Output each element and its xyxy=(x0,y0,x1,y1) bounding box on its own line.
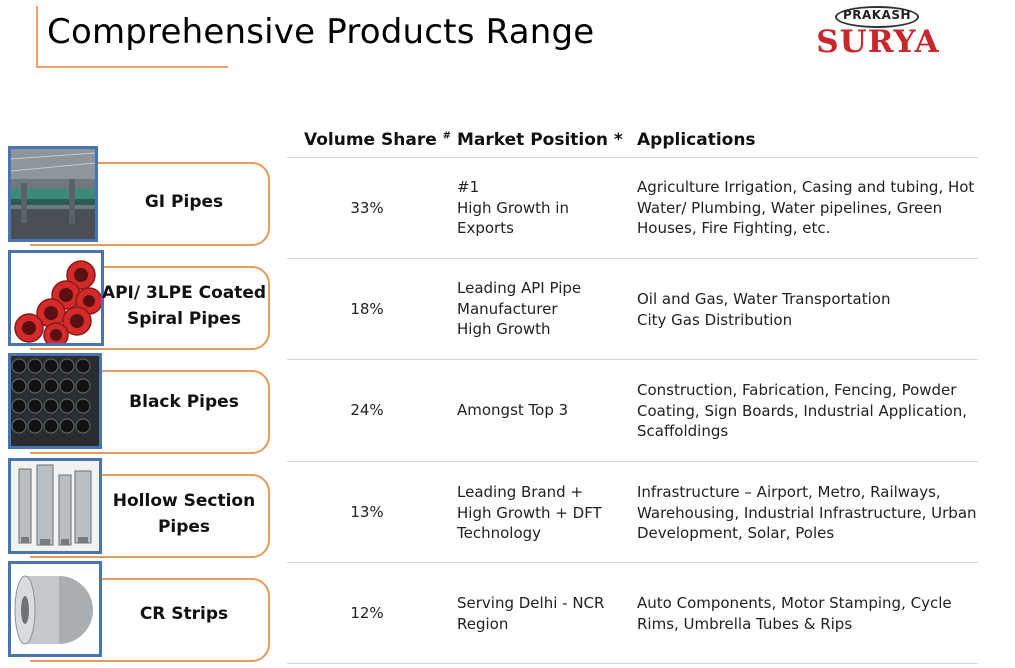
divider xyxy=(287,258,978,259)
cr-strips-image xyxy=(8,561,102,657)
hollow-pipes-image xyxy=(8,458,102,554)
volume-share: 18% xyxy=(350,300,384,318)
volume-share: 24% xyxy=(350,401,384,419)
market-position: Amongst Top 3 xyxy=(457,401,569,419)
market-position: Serving Delhi - NCR Region xyxy=(457,594,605,633)
product-label: CR Strips xyxy=(139,604,229,624)
black-pipes-image xyxy=(8,353,102,449)
applications: Construction, Fabrication, Fencing, Powd… xyxy=(637,381,968,440)
api-pipes-image xyxy=(8,250,104,346)
divider xyxy=(287,157,978,158)
market-position: #1 High Growth in Exports xyxy=(457,178,569,237)
applications: Agriculture Irrigation, Casing and tubin… xyxy=(637,178,975,237)
divider xyxy=(287,359,978,360)
product-label: Black Pipes xyxy=(129,392,239,412)
volume-share: 13% xyxy=(350,503,384,521)
page-title: Comprehensive Products Range xyxy=(47,12,595,52)
gi-pipes-image xyxy=(8,146,98,242)
divider xyxy=(287,562,978,563)
market-position: Leading Brand + High Growth + DFT Techno… xyxy=(457,483,602,542)
volume-share: 12% xyxy=(350,604,384,622)
logo-top-text: PRAKASH xyxy=(842,8,912,22)
applications: Auto Components, Motor Stamping, Cycle R… xyxy=(637,594,952,633)
volume-share: 33% xyxy=(350,199,384,217)
logo-name: SURYA xyxy=(816,24,940,60)
market-position: Leading API Pipe Manufacturer High Growt… xyxy=(457,279,582,338)
product-label: API/ 3LPE Coated Spiral Pipes xyxy=(101,283,267,329)
header-applications: Applications xyxy=(637,130,756,150)
applications: Infrastructure – Airport, Metro, Railway… xyxy=(637,483,977,542)
product-label: Hollow Section Pipes xyxy=(112,491,256,537)
title-accent xyxy=(36,6,228,68)
divider xyxy=(287,663,978,664)
logo-oval xyxy=(835,6,919,28)
company-logo: PRAKASH SURYA xyxy=(812,6,944,62)
header-market-position: Market Position * xyxy=(457,130,623,150)
applications: Oil and Gas, Water Transportation City G… xyxy=(637,290,891,329)
product-label: GI Pipes xyxy=(144,192,224,212)
divider xyxy=(287,461,978,462)
header-volume-share: Volume Share # xyxy=(304,130,452,150)
